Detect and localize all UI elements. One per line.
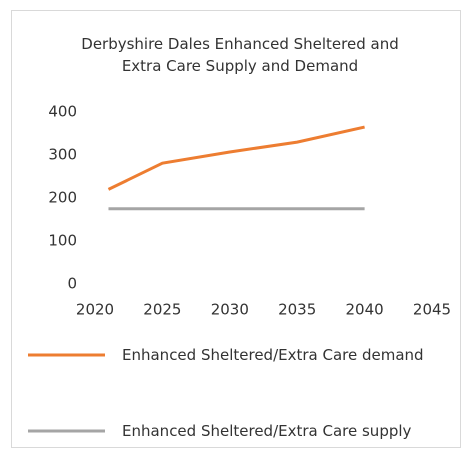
y-tick-label: 100 bbox=[48, 232, 77, 250]
chart-frame bbox=[11, 10, 461, 448]
y-tick-label: 200 bbox=[48, 189, 77, 207]
legend-label: Enhanced Sheltered/Extra Care supply bbox=[122, 422, 412, 440]
legend-label: Enhanced Sheltered/Extra Care demand bbox=[122, 346, 424, 364]
y-tick-label: 400 bbox=[48, 103, 77, 121]
x-tick-label: 2045 bbox=[413, 301, 451, 319]
x-tick-label: 2035 bbox=[278, 301, 316, 319]
y-tick-label: 300 bbox=[48, 146, 77, 164]
x-tick-label: 2030 bbox=[211, 301, 249, 319]
chart-title: Derbyshire Dales Enhanced Sheltered and … bbox=[81, 35, 399, 75]
y-tick-label: 0 bbox=[67, 275, 77, 293]
x-tick-label: 2040 bbox=[346, 301, 384, 319]
x-tick-label: 2025 bbox=[143, 301, 181, 319]
x-tick-label: 2020 bbox=[76, 301, 114, 319]
data-line bbox=[107, 125, 365, 191]
